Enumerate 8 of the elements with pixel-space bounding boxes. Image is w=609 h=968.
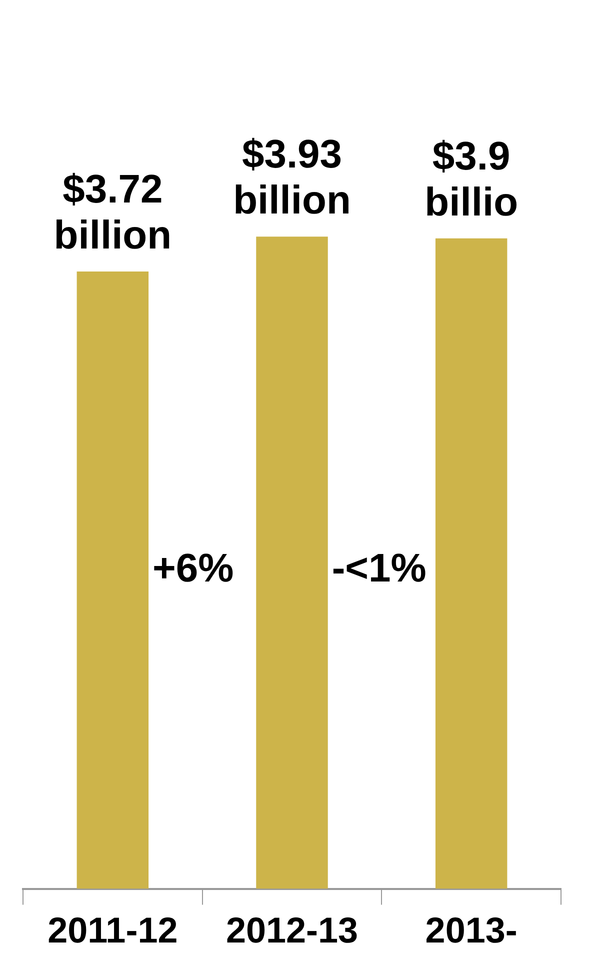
data-label: $3.93 billion xyxy=(233,132,351,223)
annotation: -<1% xyxy=(332,546,426,590)
annotation: +6% xyxy=(152,546,234,590)
data-label: $3.9 billio xyxy=(424,134,518,224)
x-tick-label: 2012-13 xyxy=(226,909,358,950)
x-tick-label: 2013- xyxy=(425,909,518,950)
x-tick-label: 2011-12 xyxy=(48,909,178,950)
data-label: $3.72 billion xyxy=(54,168,172,258)
